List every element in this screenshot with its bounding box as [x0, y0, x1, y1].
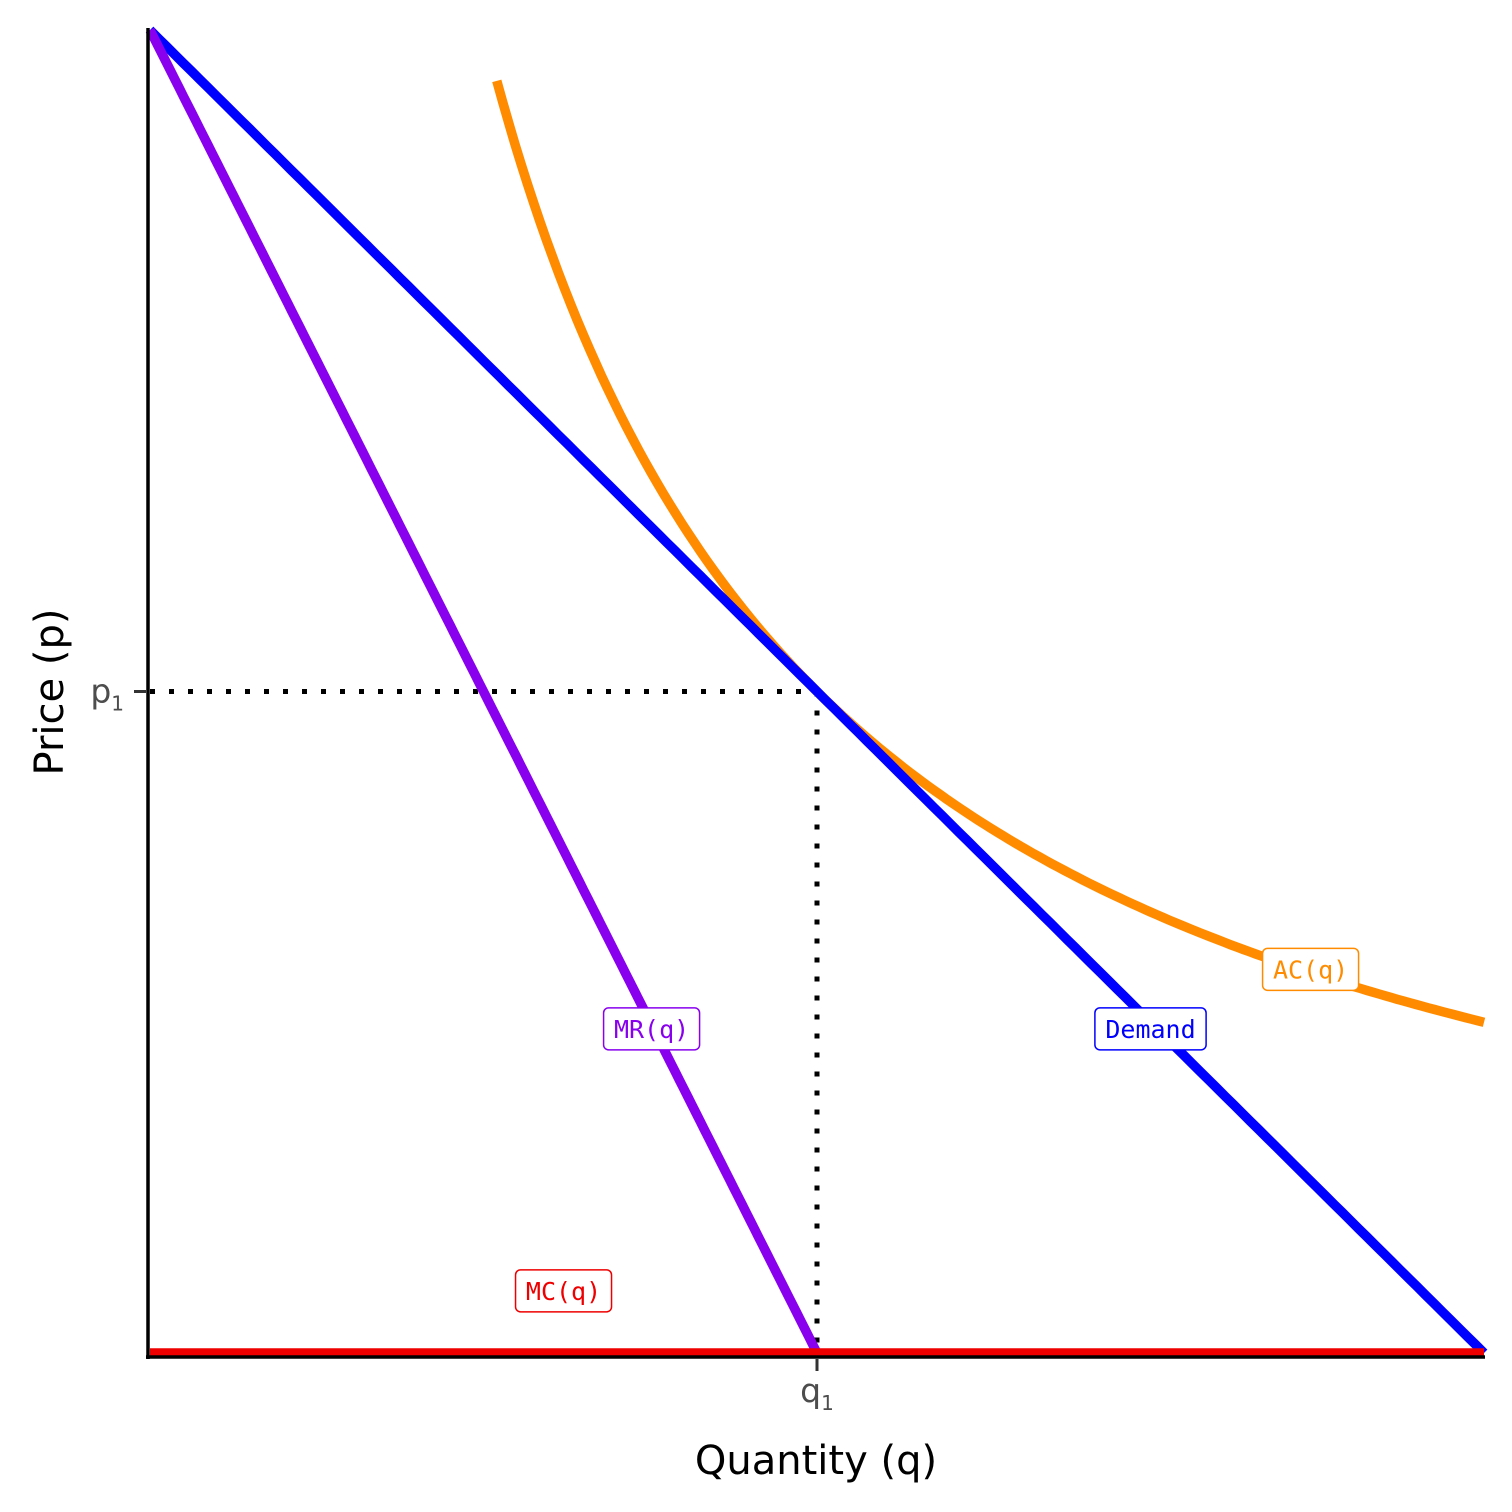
curve-labels: AC(q) Demand MR(q) MC(q) [514, 947, 1360, 1313]
y-tick-label-0: p1 [90, 672, 124, 716]
x-tick-label-0: q1 [800, 1371, 834, 1415]
demand-label-text: Demand [1105, 1015, 1195, 1044]
ac-label-box [1261, 947, 1360, 992]
demand-curve [146, 26, 1488, 1357]
x-axis-title: Quantity (q) [695, 1438, 937, 1484]
curves [145, 26, 1488, 1358]
demand-label: Demand [1094, 1007, 1207, 1051]
demand-label-box [1094, 1007, 1207, 1051]
mc-label: MC(q) [514, 1269, 613, 1313]
mc-label-text: MC(q) [526, 1277, 601, 1306]
mr-curve [145, 27, 822, 1356]
ac-curve [492, 79, 1486, 1027]
ticks: q1 p1 [90, 672, 834, 1416]
ac-label-text: AC(q) [1273, 955, 1348, 984]
y-axis-title: Price (p) [27, 609, 73, 776]
guide-lines [150, 689, 820, 1353]
mr-label-box [602, 1007, 701, 1051]
axes [146, 28, 1485, 1359]
mc-label-box [514, 1269, 613, 1313]
mr-label-text: MR(q) [614, 1015, 689, 1044]
mr-label: MR(q) [602, 1007, 701, 1051]
ac-label: AC(q) [1261, 947, 1360, 992]
